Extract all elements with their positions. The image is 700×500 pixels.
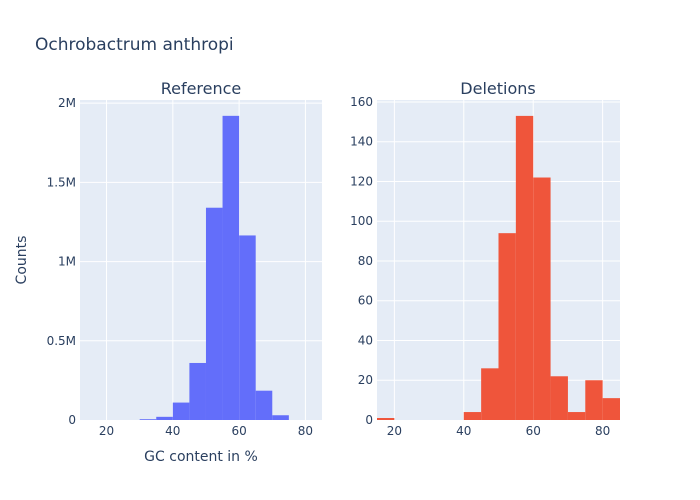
deletions-bar xyxy=(585,380,603,420)
reference-x-tick-label: 20 xyxy=(99,424,114,438)
y-axis-title: Counts xyxy=(14,236,30,285)
deletions-bar xyxy=(463,412,482,420)
deletions-subplot-title: Deletions xyxy=(460,79,535,98)
deletions-panel: 20 40 60 80 0 20 40 60 80 100 120 140 160 Deletions xyxy=(350,79,620,438)
reference-y-tick-label: 1.5M xyxy=(47,175,76,189)
deletions-bars xyxy=(377,115,620,420)
reference-panel: 20 40 60 80 0 0.5M 1M 1.5M 2M Reference GC cont… xyxy=(14,79,322,465)
deletions-bar xyxy=(498,233,516,420)
reference-y-tick-label: 0 xyxy=(68,413,76,427)
reference-bar xyxy=(222,115,240,420)
figure-title: Ochrobactrum anthropi xyxy=(35,35,234,55)
reference-subplot-title: Reference xyxy=(161,79,242,98)
deletions-bar xyxy=(567,412,586,420)
deletions-y-tick-label: 160 xyxy=(350,95,373,109)
deletions-x-tick-label: 20 xyxy=(387,424,402,438)
deletions-y-tick-label: 40 xyxy=(358,333,373,347)
deletions-bar xyxy=(533,177,551,420)
reference-x-tick-label: 60 xyxy=(231,424,246,438)
deletions-bar xyxy=(550,376,568,420)
deletions-y-tick-label: 100 xyxy=(350,214,373,228)
deletions-bar xyxy=(377,418,395,420)
deletions-x-ticks: 20 40 60 80 xyxy=(387,424,611,438)
reference-y-tick-label: 2M xyxy=(58,96,76,110)
deletions-y-tick-label: 0 xyxy=(365,413,373,427)
deletions-x-tick-label: 40 xyxy=(456,424,471,438)
reference-bar xyxy=(272,415,289,420)
reference-x-tick-label: 80 xyxy=(298,424,313,438)
deletions-bar xyxy=(515,115,534,420)
reference-bar xyxy=(189,362,206,420)
reference-bar xyxy=(205,207,223,420)
reference-bar xyxy=(172,402,190,420)
reference-y-ticks: 0 0.5M 1M 1.5M 2M xyxy=(47,96,76,427)
deletions-bar xyxy=(481,368,499,420)
x-axis-title: GC content in % xyxy=(144,449,258,465)
deletions-y-tick-label: 60 xyxy=(358,294,373,308)
deletions-x-tick-label: 60 xyxy=(526,424,541,438)
deletions-y-tick-label: 120 xyxy=(350,174,373,188)
reference-bar xyxy=(139,419,157,420)
deletions-bar xyxy=(602,398,620,420)
reference-bar xyxy=(239,235,256,420)
reference-bar xyxy=(156,416,173,420)
deletions-y-tick-label: 20 xyxy=(358,373,373,387)
reference-bars xyxy=(139,115,289,420)
deletions-y-tick-label: 140 xyxy=(350,135,373,149)
deletions-y-ticks: 0 20 40 60 80 100 120 140 160 xyxy=(350,95,373,427)
deletions-y-tick-label: 80 xyxy=(358,254,373,268)
reference-x-ticks: 20 40 60 80 xyxy=(99,424,313,438)
reference-bar xyxy=(255,390,273,420)
reference-x-tick-label: 40 xyxy=(165,424,180,438)
reference-y-tick-label: 1M xyxy=(58,255,76,269)
reference-y-tick-label: 0.5M xyxy=(47,334,76,348)
deletions-x-tick-label: 80 xyxy=(595,424,610,438)
